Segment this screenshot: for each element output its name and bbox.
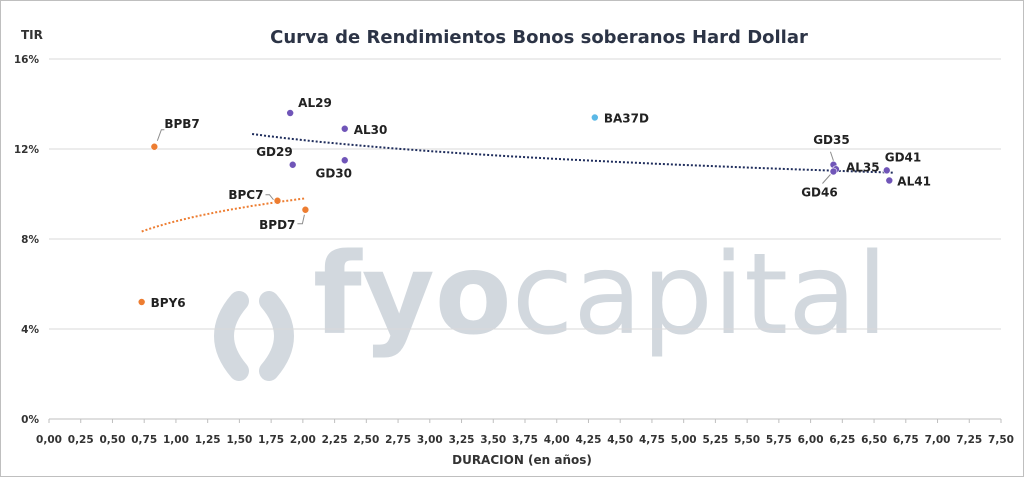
data-point: [286, 109, 294, 117]
data-point: [137, 298, 146, 306]
watermark-word-bold: fyo: [313, 230, 512, 360]
x-tick-label: 4,50: [607, 434, 633, 446]
x-tick-label: 0,75: [131, 434, 157, 446]
y-tick-label: 0%: [21, 414, 39, 426]
label-leader-line: [156, 129, 165, 141]
data-label: BPC7: [228, 188, 263, 202]
data-label: BPB7: [164, 117, 199, 131]
data-label: AL29: [298, 96, 332, 110]
x-tick-label: 1,75: [258, 434, 284, 446]
x-tick-label: 5,75: [766, 434, 792, 446]
trendline: [251, 133, 894, 174]
y-tick-label: 8%: [21, 234, 39, 246]
data-point: [885, 176, 894, 185]
x-tick-label: 1,50: [226, 434, 252, 446]
y-axis-title: TIR: [21, 28, 43, 42]
x-tick-label: 4,75: [639, 434, 665, 446]
x-tick-label: 5,50: [734, 434, 760, 446]
x-tick-label: 2,00: [290, 434, 316, 446]
x-tick-label: 4,00: [544, 434, 570, 446]
x-tick-label: 2,75: [385, 434, 411, 446]
data-point: [301, 205, 310, 214]
data-label: GD35: [813, 133, 850, 147]
data-point: [288, 160, 297, 169]
fyo-capital-watermark: fyocapital: [214, 230, 888, 381]
data-label: AL41: [897, 175, 931, 189]
data-label: BPD7: [259, 218, 295, 232]
grid: [49, 58, 1001, 330]
label-leader-line: [265, 194, 274, 201]
data-label: GD46: [801, 186, 838, 200]
data-label: BPY6: [151, 296, 186, 310]
data-label: BA37D: [604, 112, 649, 126]
watermark-word-light: capital: [512, 230, 888, 360]
x-tick-label: 3,00: [417, 434, 443, 446]
x-tick-label: 3,25: [449, 434, 475, 446]
label-leader-line: [829, 151, 834, 161]
watermark-text: fyocapital: [313, 230, 888, 360]
x-axis-title: DURACION (en años): [452, 453, 592, 467]
y-tick-label: 12%: [14, 144, 40, 156]
x-tick-label: 5,00: [671, 434, 697, 446]
data-point: [340, 124, 349, 133]
data-point: [882, 166, 891, 175]
x-tick-label: 6,50: [861, 434, 887, 446]
x-tick-label: 7,25: [956, 434, 982, 446]
x-tick-label: 4,25: [576, 434, 602, 446]
y-tick-label: 4%: [21, 324, 39, 336]
y-tick-label: 16%: [14, 54, 40, 66]
data-label: GD30: [315, 166, 352, 180]
x-tick-label: 6,25: [829, 434, 855, 446]
data-point: [340, 156, 349, 165]
axes: 0% 4% 8% 12% 16% 0,00 0,25 0,50 0,75 1,00 1,25 1,50…: [14, 54, 1014, 446]
x-tick-label: 2,25: [322, 434, 348, 446]
chart-title: Curva de Rendimientos Bonos soberanos Ha…: [270, 27, 808, 48]
data-point: [150, 142, 159, 151]
label-leader-line: [297, 214, 305, 225]
data-point: [591, 113, 599, 122]
x-tick-label: 7,00: [925, 434, 951, 446]
x-tick-label: 1,00: [163, 434, 189, 446]
x-tick-label: 7,50: [988, 434, 1014, 446]
label-leader-line: [822, 174, 831, 184]
x-tick-label: 2,50: [353, 434, 379, 446]
x-tick-label: 6,75: [893, 434, 919, 446]
data-points: [137, 109, 894, 306]
x-tick-label: 1,25: [195, 434, 221, 446]
data-point: [273, 196, 282, 205]
x-tick-label: 0,00: [36, 434, 62, 446]
data-label: AL30: [354, 123, 388, 137]
x-tick-label: 5,25: [702, 434, 728, 446]
trendlines: [141, 133, 894, 233]
x-tick-label: 3,50: [480, 434, 506, 446]
trendline: [141, 197, 306, 233]
x-tick-label: 6,00: [798, 434, 824, 446]
data-label: AL35: [846, 160, 880, 174]
x-tick-label: 3,75: [512, 434, 538, 446]
data-point: [829, 167, 838, 176]
data-label: GD41: [885, 150, 922, 164]
watermark-logo-mark: [214, 291, 294, 381]
x-tick-label: 0,50: [100, 434, 126, 446]
data-labels: AL29 AL30 GD29 GD30 GD35 AL35 GD46 GD41 AL41 BPB7…: [151, 96, 931, 310]
data-label: GD29: [256, 145, 293, 159]
x-tick-label: 0,25: [68, 434, 94, 446]
